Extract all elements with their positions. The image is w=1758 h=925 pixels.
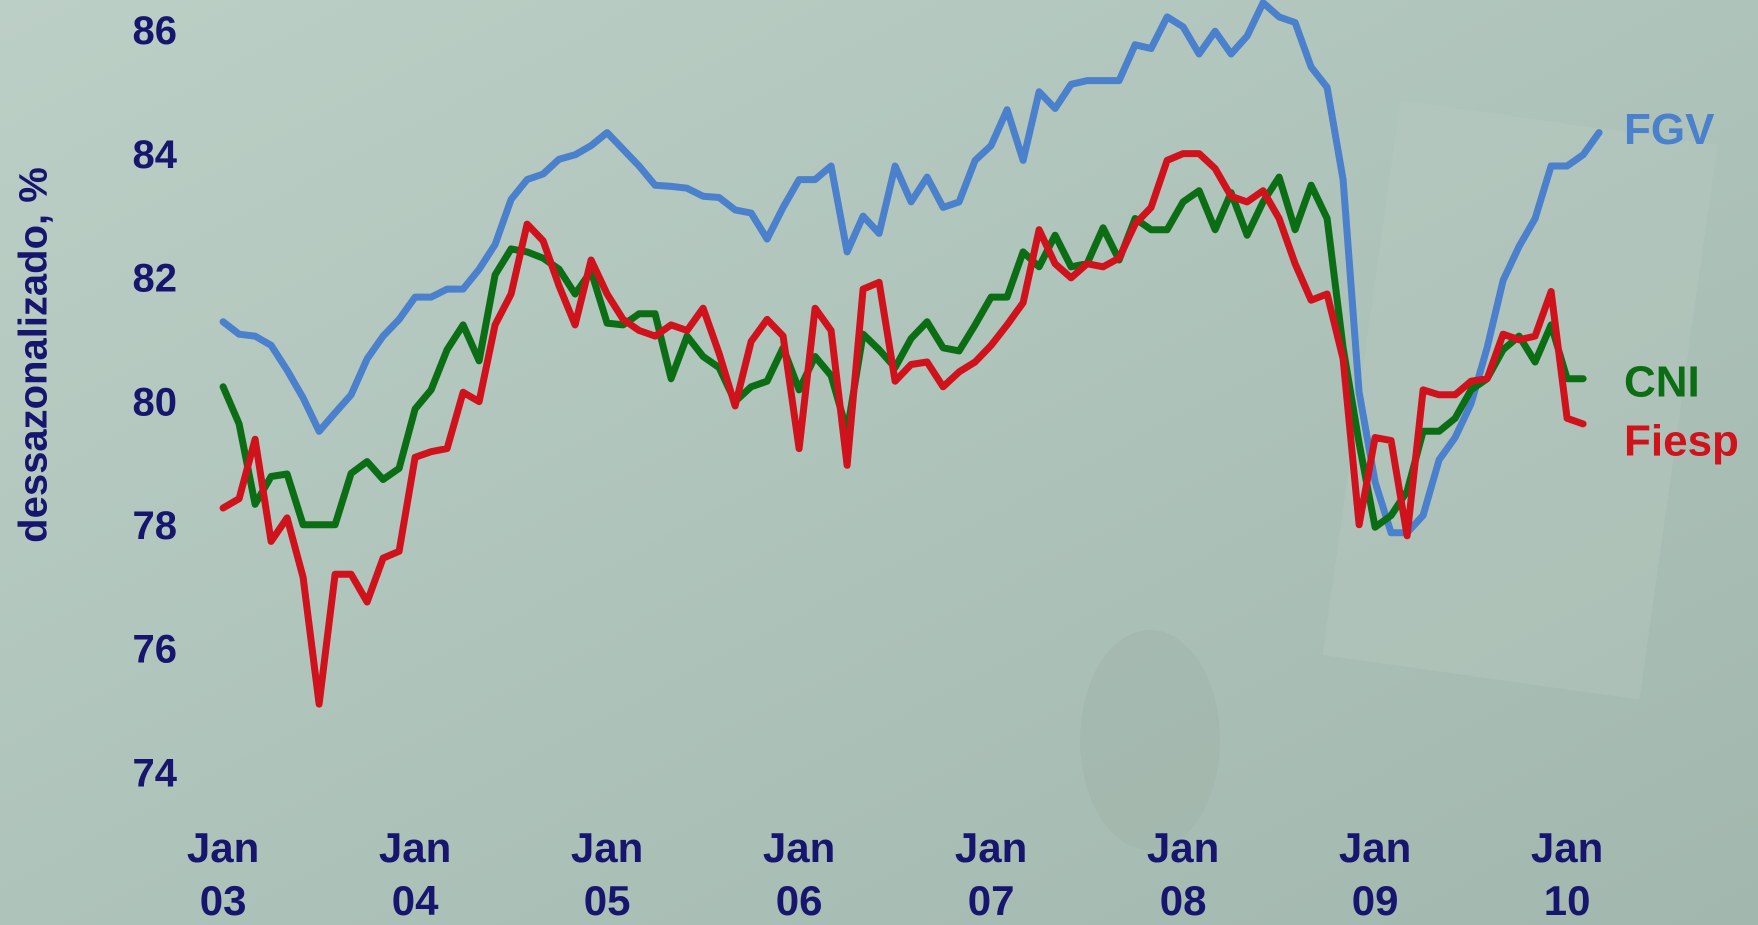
series-label: Fiesp xyxy=(1624,417,1739,466)
page: dessazonalizado, % 74767880828486Jan03Ja… xyxy=(0,0,1758,925)
y-tick-label: 82 xyxy=(133,257,178,301)
y-tick-label: 76 xyxy=(133,628,178,672)
y-tick-label: 86 xyxy=(133,9,178,53)
series-label: FGV xyxy=(1624,105,1715,154)
y-tick-label: 84 xyxy=(133,133,178,177)
background-shape xyxy=(1080,630,1220,850)
series-label: CNI xyxy=(1624,357,1700,406)
y-tick-label: 78 xyxy=(133,504,178,548)
y-tick-label: 80 xyxy=(133,380,178,424)
y-axis-label: dessazonalizado, % xyxy=(12,167,56,543)
y-tick-label: 74 xyxy=(133,751,178,795)
chart: dessazonalizado, % 74767880828486Jan03Ja… xyxy=(0,0,1758,925)
